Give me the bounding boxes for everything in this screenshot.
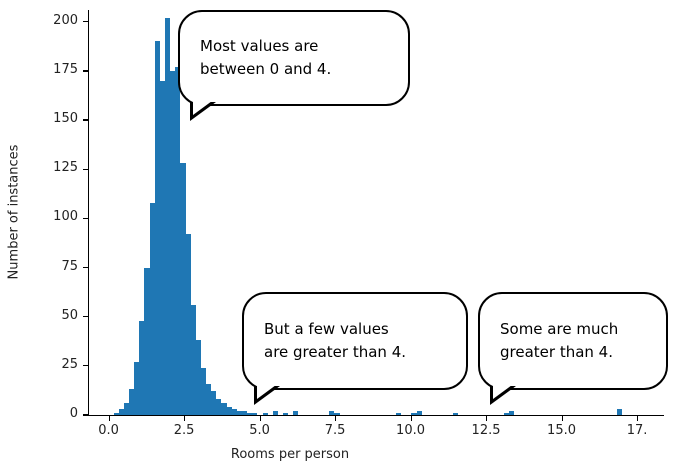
histogram-bar bbox=[272, 411, 278, 415]
y-tick-label: 150 bbox=[53, 111, 78, 127]
y-tick-mark bbox=[83, 21, 88, 23]
histogram-bar bbox=[123, 403, 130, 415]
histogram-bar bbox=[508, 411, 515, 415]
callout-tail bbox=[193, 101, 212, 115]
x-tick-label: 0.0 bbox=[98, 423, 119, 438]
histogram-bar bbox=[206, 383, 212, 415]
callout-few-values: But a few values are greater than 4. bbox=[242, 292, 468, 405]
y-tick-mark bbox=[83, 217, 88, 220]
x-tick-mark bbox=[410, 416, 412, 421]
y-axis-label: Number of instances bbox=[6, 144, 22, 280]
histogram-bar bbox=[175, 67, 181, 415]
histogram-bar bbox=[452, 413, 458, 415]
histogram-bar bbox=[226, 407, 232, 415]
y-tick-label: 175 bbox=[53, 61, 78, 77]
callout-text-line: Most values are bbox=[200, 36, 319, 55]
x-tick-mark bbox=[108, 416, 110, 421]
callout-most-values: Most values are between 0 and 4. bbox=[178, 10, 410, 121]
x-tick-label: 17. bbox=[626, 423, 648, 438]
histogram-bar bbox=[411, 413, 417, 415]
histogram-bar bbox=[503, 413, 509, 415]
histogram-bar bbox=[159, 80, 165, 415]
callout-much-greater: Some are much greater than 4. bbox=[478, 292, 668, 405]
callout-text: But a few values are greater than 4. bbox=[264, 318, 406, 365]
y-tick-label: 200 bbox=[53, 12, 78, 28]
histogram-bar bbox=[216, 399, 222, 415]
callout-text: Most values are between 0 and 4. bbox=[200, 35, 331, 82]
histogram-bar bbox=[190, 304, 196, 415]
callout-text-line: Some are much bbox=[500, 319, 619, 338]
histogram-bar bbox=[195, 340, 201, 415]
x-tick-mark bbox=[335, 416, 337, 421]
histogram-bar bbox=[247, 413, 253, 415]
histogram-bar bbox=[231, 409, 237, 415]
histogram-bar bbox=[180, 163, 186, 415]
x-axis-label: Rooms per person bbox=[230, 447, 350, 462]
histogram-bar bbox=[170, 70, 176, 415]
histogram-bar bbox=[139, 320, 145, 415]
y-tick-label: 25 bbox=[61, 356, 78, 372]
y-tick-mark bbox=[83, 168, 88, 170]
callout-tail bbox=[257, 385, 276, 399]
y-tick-label: 75 bbox=[61, 258, 78, 274]
y-tick-mark bbox=[83, 119, 88, 121]
x-axis-line bbox=[88, 415, 664, 417]
histogram-bar bbox=[334, 413, 340, 415]
histogram-bar bbox=[616, 409, 622, 415]
histogram-bar bbox=[165, 17, 171, 415]
histogram-bar bbox=[185, 234, 191, 415]
callout-text-line: But a few values bbox=[264, 319, 389, 338]
histogram-bar bbox=[283, 413, 289, 415]
x-tick-label: 10.0 bbox=[396, 423, 425, 438]
histogram-bar bbox=[329, 411, 335, 415]
callout-text-line: between 0 and 4. bbox=[200, 60, 332, 78]
histogram-bar bbox=[262, 413, 268, 415]
histogram-bar bbox=[129, 389, 135, 415]
x-tick-label: 12.5 bbox=[471, 423, 501, 438]
x-tick-mark bbox=[561, 416, 563, 421]
y-tick-mark bbox=[83, 365, 88, 367]
x-tick-mark bbox=[184, 416, 186, 421]
histogram-bar bbox=[242, 411, 248, 415]
histogram-bar bbox=[154, 41, 160, 415]
y-tick-label: 50 bbox=[61, 307, 78, 323]
histogram-bar bbox=[149, 202, 155, 415]
x-tick-label: 7.5 bbox=[324, 423, 346, 438]
histogram-bar bbox=[396, 413, 402, 415]
y-tick-label: 0 bbox=[69, 406, 78, 421]
x-tick-mark bbox=[486, 416, 488, 421]
histogram-bar bbox=[200, 367, 207, 415]
x-tick-label: 2.5 bbox=[173, 423, 195, 438]
histogram-bar bbox=[134, 361, 140, 415]
y-tick-label: 100 bbox=[53, 209, 78, 225]
x-tick-label: 5.0 bbox=[249, 423, 270, 438]
histogram-bar bbox=[293, 411, 299, 415]
y-tick-mark bbox=[83, 70, 88, 72]
y-tick-mark bbox=[83, 266, 88, 269]
histogram-bar bbox=[118, 409, 124, 415]
y-axis-line bbox=[88, 10, 90, 417]
callout-text-line: greater than 4. bbox=[500, 343, 613, 361]
histogram-bar bbox=[236, 411, 242, 415]
callout-text-line: are greater than 4. bbox=[264, 343, 407, 361]
histogram-bar bbox=[252, 413, 258, 415]
x-tick-mark bbox=[259, 416, 261, 421]
callout-text: Some are much greater than 4. bbox=[500, 318, 618, 365]
histogram-bar bbox=[221, 403, 227, 415]
callout-tail bbox=[493, 385, 512, 399]
y-tick-mark bbox=[83, 414, 88, 416]
histogram-bar bbox=[211, 391, 217, 415]
histogram-bar bbox=[144, 267, 150, 415]
histogram-bar bbox=[113, 413, 119, 415]
y-tick-mark bbox=[83, 316, 88, 318]
histogram-bar bbox=[416, 411, 422, 415]
y-tick-label: 125 bbox=[53, 160, 78, 176]
x-tick-label: 15.0 bbox=[547, 423, 576, 438]
x-tick-mark bbox=[637, 416, 639, 421]
